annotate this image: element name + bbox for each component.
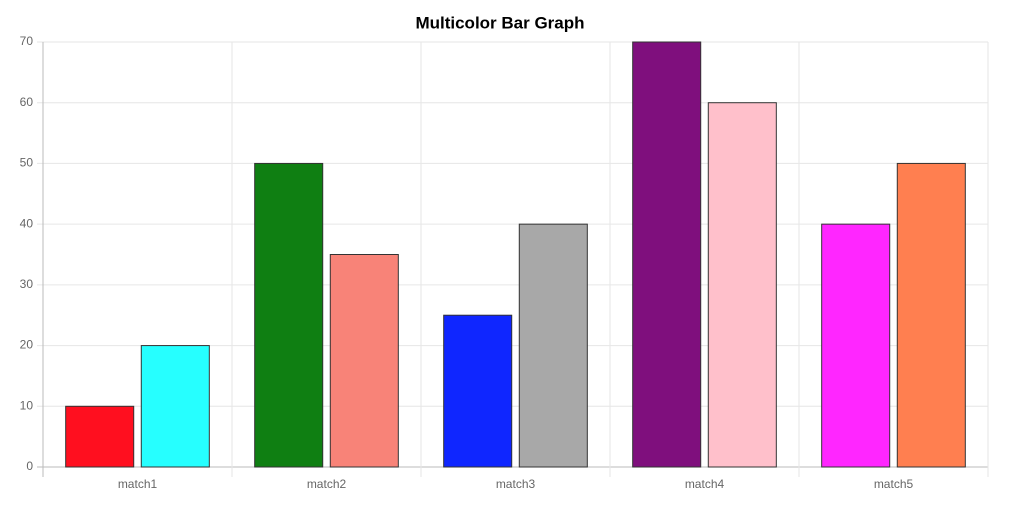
bar: [821, 223, 891, 468]
y-tick-label: 0: [26, 459, 33, 473]
bar: [140, 345, 210, 468]
bar: [518, 223, 588, 468]
x-tick-label: match3: [496, 477, 536, 491]
bar: [254, 162, 324, 468]
x-tick-label: match1: [118, 477, 158, 491]
y-tick-label: 50: [20, 156, 34, 170]
x-tick-label: match2: [307, 477, 347, 491]
bar: [632, 41, 702, 468]
y-tick-label: 40: [20, 216, 34, 230]
bar: [896, 162, 966, 468]
bar: [707, 102, 777, 468]
y-tick-label: 10: [20, 398, 34, 412]
x-tick-label: match5: [874, 477, 914, 491]
y-tick-label: 20: [20, 338, 34, 352]
y-tick-label: 30: [20, 277, 34, 291]
bar: [329, 254, 399, 468]
y-tick-label: 60: [20, 95, 34, 109]
bar: [65, 405, 135, 468]
y-tick-label: 70: [20, 34, 34, 48]
chart-title: Multicolor Bar Graph: [415, 13, 584, 32]
bar: [443, 314, 513, 468]
x-tick-label: match4: [685, 477, 725, 491]
